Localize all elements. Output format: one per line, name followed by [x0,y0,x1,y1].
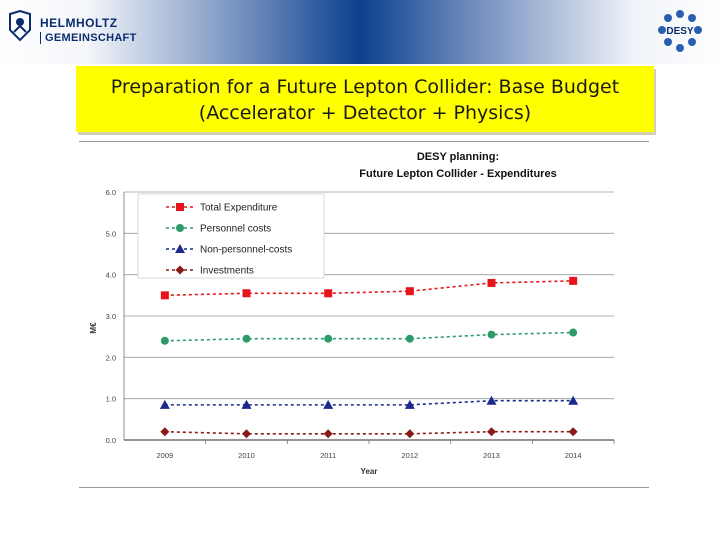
y-tick-label: 5.0 [106,229,116,238]
slide-title-line1: Preparation for a Future Lepton Collider… [110,76,620,98]
legend-label: Non-personnel-costs [200,245,292,256]
y-tick-label: 4.0 [106,271,116,280]
legend-marker [176,203,184,211]
legend-label: Investments [200,266,254,277]
helmholtz-subname: GEMEINSCHAFT [40,32,137,44]
legend-marker [175,244,185,253]
data-point [569,276,578,285]
legend-marker [175,265,185,275]
data-point [324,334,333,343]
series-line-3 [164,430,574,435]
data-point [159,399,170,409]
data-point [242,429,251,439]
series-line-2 [164,399,574,406]
data-point [569,328,578,337]
desy-logo: DESY [658,10,702,52]
x-axis-label: Year [361,467,378,476]
legend-marker [176,224,184,232]
data-point [486,395,497,405]
y-tick-label: 6.0 [106,188,116,197]
data-point [160,336,169,345]
slide-title-line2: (Accelerator + Detector + Physics) [198,102,532,124]
y-axis-label: M€ [89,322,98,334]
data-point [405,429,415,439]
data-point [242,289,251,298]
data-point [487,278,496,287]
x-tick-label: 2014 [565,451,582,460]
chart-title: DESY planning: [417,151,499,163]
y-tick-label: 1.0 [106,395,116,404]
data-point [568,427,578,437]
data-point [405,287,414,296]
x-tick-label: 2012 [401,451,418,460]
x-tick-label: 2011 [320,451,336,460]
y-tick-label: 2.0 [106,353,116,362]
legend-label: Personnel costs [200,224,271,235]
data-point [160,427,170,437]
helmholtz-name: HELMHOLTZ [40,16,118,30]
series-line-1 [164,331,574,342]
helmholtz-mark-icon [9,10,31,42]
y-tick-label: 3.0 [106,312,116,321]
slide-title-box: Preparation for a Future Lepton Collider… [76,66,654,132]
series-line-0 [164,280,574,297]
y-tick-label: 0.0 [106,436,116,445]
data-point [404,399,415,409]
data-point [323,429,333,439]
data-point [405,334,414,343]
x-tick-label: 2013 [483,451,500,460]
data-point [324,289,333,298]
chart-frame [79,141,649,488]
header-band [0,0,720,64]
helmholtz-logo: HELMHOLTZ GEMEINSCHAFT [6,10,156,54]
data-point [241,399,252,409]
desy-logo-text: DESY [666,26,694,37]
data-point [242,334,251,343]
x-tick-label: 2010 [238,451,255,460]
data-point [568,395,579,405]
chart-subtitle: Future Lepton Collider - Expenditures [359,168,556,180]
legend-label: Total Expenditure [200,203,278,214]
x-tick-label: 2009 [156,451,173,460]
data-point [487,330,496,339]
data-point [160,291,169,300]
data-point [487,427,496,437]
data-point [323,399,334,409]
legend-box [137,193,325,279]
